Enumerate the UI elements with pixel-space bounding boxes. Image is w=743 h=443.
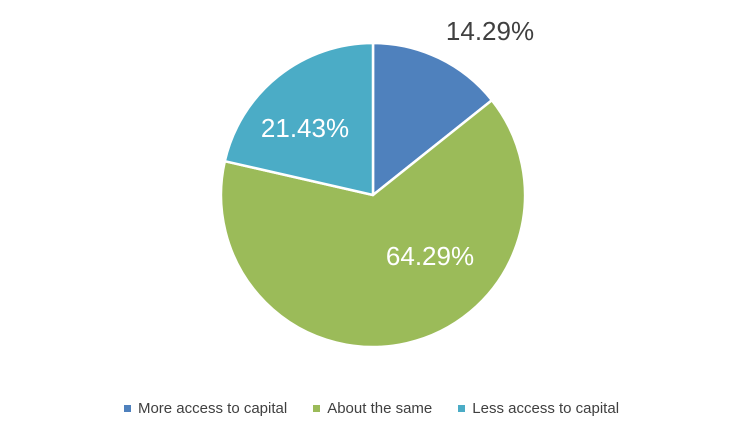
data-label-more-access: 14.29%	[446, 16, 534, 46]
legend-swatch-more-access	[123, 405, 131, 412]
slice-less-access	[223, 41, 375, 197]
legend-swatch-less-access	[458, 405, 466, 412]
slice-about-same	[219, 99, 527, 349]
legend-label-more-access: More access to capital	[137, 400, 288, 417]
slice-more-access	[371, 41, 494, 197]
legend-label-about-same: About the same	[327, 400, 433, 417]
legend-item-more-access: More access to capital	[123, 400, 288, 417]
chart-legend: More access to capital About the same Le…	[0, 400, 743, 417]
legend-label-less-access: Less access to capital	[472, 400, 620, 417]
data-label-about-same: 64.29%	[386, 241, 474, 271]
legend-item-less-access: Less access to capital	[458, 400, 619, 417]
legend-swatch-about-same	[313, 405, 321, 412]
legend-item-about-same: About the same	[313, 400, 432, 417]
data-label-less-access: 21.43%	[261, 113, 349, 143]
